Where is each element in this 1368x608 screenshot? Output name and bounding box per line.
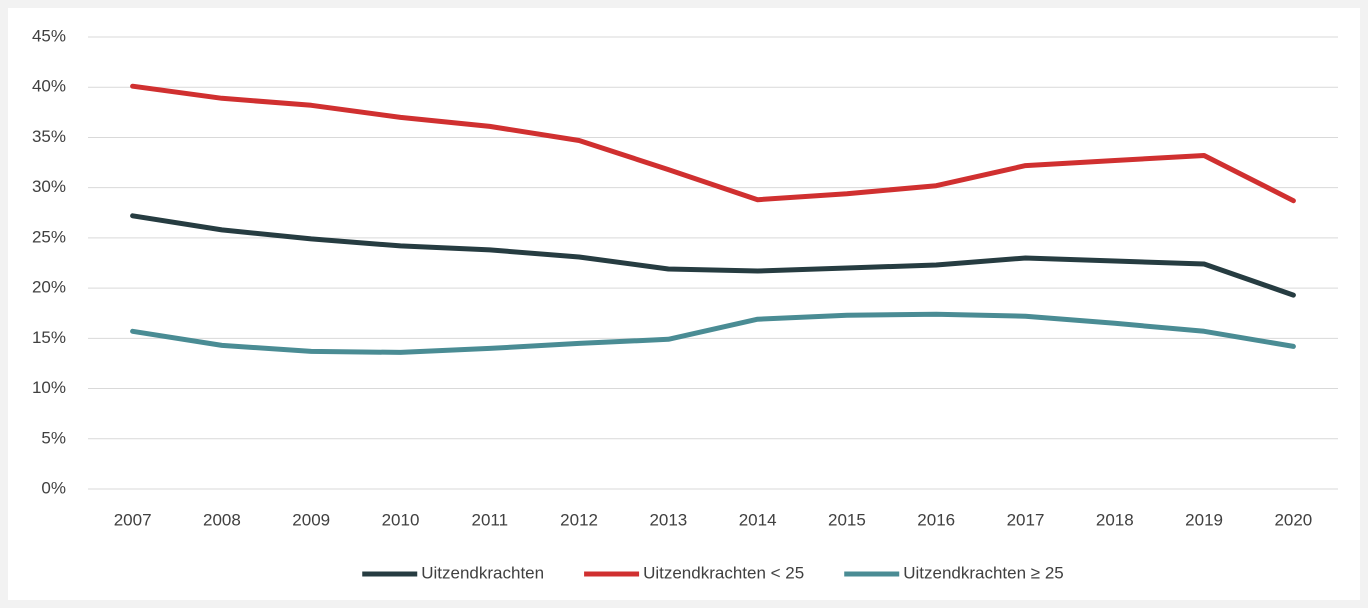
x-tick-label: 2008 — [203, 510, 241, 529]
x-tick-label: 2013 — [649, 510, 687, 529]
y-tick-label: 45% — [32, 26, 66, 45]
x-tick-label: 2016 — [917, 510, 955, 529]
x-tick-label: 2007 — [114, 510, 152, 529]
x-tick-label: 2020 — [1274, 510, 1312, 529]
y-tick-label: 30% — [32, 177, 66, 196]
x-tick-label: 2017 — [1007, 510, 1045, 529]
x-tick-label: 2019 — [1185, 510, 1223, 529]
x-tick-label: 2015 — [828, 510, 866, 529]
x-tick-label: 2012 — [560, 510, 598, 529]
series-line — [130, 83, 1296, 204]
y-tick-label: 10% — [32, 378, 66, 397]
legend-label: Uitzendkrachten ≥ 25 — [903, 563, 1064, 582]
series-line — [130, 213, 1296, 298]
y-tick-label: 35% — [32, 127, 66, 146]
x-tick-label: 2009 — [292, 510, 330, 529]
y-tick-label: 5% — [41, 428, 66, 447]
y-tick-label: 25% — [32, 227, 66, 246]
legend-label: Uitzendkrachten — [421, 563, 544, 582]
y-tick-label: 0% — [41, 478, 66, 497]
y-tick-label: 20% — [32, 278, 66, 297]
y-tick-label: 15% — [32, 328, 66, 347]
x-tick-label: 2014 — [739, 510, 777, 529]
legend-label: Uitzendkrachten < 25 — [643, 563, 804, 582]
series-line — [130, 311, 1296, 355]
x-tick-label: 2011 — [472, 510, 509, 529]
x-tick-label: 2010 — [382, 510, 420, 529]
y-tick-label: 40% — [32, 77, 66, 96]
x-tick-label: 2018 — [1096, 510, 1134, 529]
plot-background — [8, 8, 1360, 600]
